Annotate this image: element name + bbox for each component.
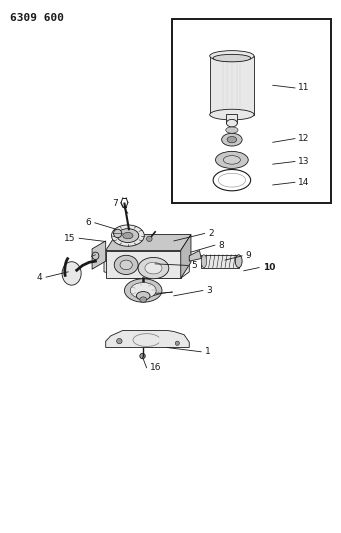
Text: 15: 15 [64, 234, 76, 243]
Ellipse shape [117, 229, 139, 243]
Polygon shape [104, 253, 189, 278]
Bar [210, 56, 254, 115]
Ellipse shape [227, 136, 237, 143]
Text: 13: 13 [298, 157, 310, 166]
Polygon shape [181, 235, 191, 278]
Ellipse shape [213, 54, 251, 62]
Text: 3: 3 [206, 286, 212, 295]
Ellipse shape [140, 353, 145, 359]
Ellipse shape [136, 292, 150, 300]
Ellipse shape [210, 51, 254, 61]
Text: 2: 2 [208, 229, 213, 238]
Ellipse shape [62, 262, 81, 285]
Text: 10: 10 [263, 263, 275, 272]
Text: 9: 9 [246, 252, 251, 260]
Text: 5: 5 [191, 261, 197, 270]
Ellipse shape [175, 341, 179, 345]
Ellipse shape [124, 279, 162, 302]
Ellipse shape [210, 109, 254, 120]
Ellipse shape [117, 338, 122, 344]
Text: 4: 4 [37, 273, 43, 281]
Polygon shape [189, 251, 201, 261]
Ellipse shape [130, 282, 156, 298]
Ellipse shape [140, 297, 147, 302]
Ellipse shape [114, 229, 122, 238]
Text: 11: 11 [298, 84, 310, 92]
Ellipse shape [123, 232, 133, 239]
Ellipse shape [226, 119, 237, 127]
Ellipse shape [138, 257, 169, 279]
Ellipse shape [120, 260, 132, 270]
Ellipse shape [114, 255, 138, 274]
Ellipse shape [235, 255, 242, 268]
Bar [172, 19, 331, 203]
Text: 7: 7 [112, 199, 118, 208]
Polygon shape [106, 251, 181, 278]
Text: 6309 600: 6309 600 [10, 13, 64, 23]
Ellipse shape [92, 252, 99, 260]
Bar [226, 114, 237, 123]
Ellipse shape [147, 236, 152, 241]
Ellipse shape [222, 133, 242, 146]
Text: 6: 6 [86, 219, 91, 227]
Bar [201, 255, 239, 268]
Ellipse shape [112, 225, 144, 246]
Text: 14: 14 [298, 178, 310, 187]
Polygon shape [92, 241, 106, 269]
Text: 1: 1 [205, 348, 210, 356]
Ellipse shape [217, 172, 247, 188]
Text: 16: 16 [150, 364, 162, 372]
Ellipse shape [216, 151, 248, 168]
Ellipse shape [201, 255, 207, 268]
Polygon shape [106, 330, 189, 348]
Ellipse shape [145, 262, 162, 274]
Text: 12: 12 [298, 134, 310, 143]
Ellipse shape [223, 156, 240, 164]
Ellipse shape [226, 127, 238, 133]
Polygon shape [106, 235, 191, 251]
Text: 8: 8 [218, 241, 224, 249]
